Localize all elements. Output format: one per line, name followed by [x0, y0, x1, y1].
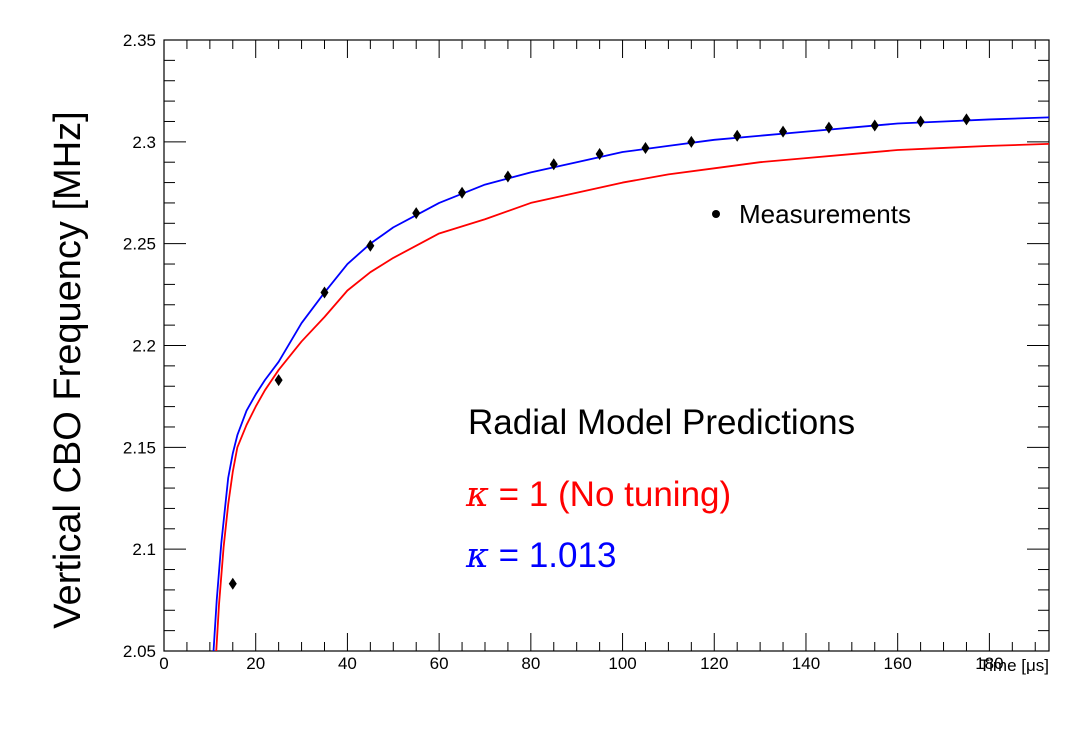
- measurement-point: [870, 119, 879, 132]
- measurement-point: [595, 148, 604, 161]
- x-axis-ticks: [163, 40, 1036, 651]
- measurement-point: [962, 113, 971, 126]
- measurement-point: [733, 129, 742, 142]
- prediction-curves: [212, 116, 1049, 651]
- y-tick-label: 2.05: [123, 642, 156, 661]
- annotation-title: Radial Model Predictions: [468, 403, 855, 442]
- x-tick-label: 100: [608, 654, 636, 673]
- x-axis-tick-labels: 0 20 40 60 80 100 120 140 160 180: [159, 654, 1003, 673]
- annotation-block: Radial Model Predictions κ = 1 (No tunin…: [465, 403, 855, 576]
- y-tick-label: 2.25: [123, 235, 156, 254]
- annotation-kappa-1: κ = 1 (No tuning): [465, 475, 731, 515]
- kappa-1013-text: = 1.013: [489, 536, 616, 575]
- y-axis-tick-labels: 2.05 2.1 2.15 2.2 2.25 2.3 2.35: [123, 31, 156, 661]
- measurement-point: [274, 374, 283, 387]
- measurement-point: [916, 115, 925, 128]
- measurement-point: [641, 141, 650, 154]
- measurement-point: [824, 121, 833, 134]
- x-tick-label: 80: [521, 654, 540, 673]
- legend: Measurements: [712, 199, 911, 229]
- annotation-kappa-1013: κ = 1.013: [465, 536, 616, 576]
- measurement-point: [366, 239, 375, 252]
- measurement-point: [503, 170, 512, 183]
- x-tick-label: 60: [430, 654, 449, 673]
- kappa-1013-curve: [212, 116, 1049, 651]
- x-tick-label: 180: [975, 654, 1003, 673]
- measurement-point: [412, 207, 421, 220]
- measurement-point: [687, 135, 696, 148]
- measurement-point: [458, 186, 467, 199]
- legend-label: Measurements: [739, 199, 911, 229]
- legend-marker: [712, 210, 720, 218]
- y-axis-ticks: [164, 39, 1049, 652]
- y-tick-label: 2.3: [132, 133, 156, 152]
- measurement-point: [779, 125, 788, 138]
- x-axis-label: Time [μs]: [979, 656, 1049, 675]
- kappa-1-text: = 1 (No tuning): [489, 475, 731, 514]
- y-tick-label: 2.1: [132, 540, 156, 559]
- x-tick-label: 120: [700, 654, 728, 673]
- x-tick-label: 0: [159, 654, 168, 673]
- kappa-symbol: κ: [465, 475, 489, 515]
- measurement-point: [549, 158, 558, 171]
- kappa-1-curve: [215, 142, 1049, 651]
- x-tick-label: 20: [246, 654, 265, 673]
- x-tick-label: 40: [338, 654, 357, 673]
- x-tick-label: 160: [883, 654, 911, 673]
- y-tick-label: 2.35: [123, 31, 156, 50]
- y-tick-label: 2.15: [123, 438, 156, 457]
- measurement-point: [228, 577, 237, 590]
- kappa-symbol: κ: [465, 536, 489, 576]
- measurement-points: [228, 113, 971, 590]
- plot-frame: [163, 39, 1050, 652]
- y-tick-label: 2.2: [132, 337, 156, 356]
- y-axis-label: Vertical CBO Frequency [MHz]: [47, 111, 89, 628]
- x-tick-label: 140: [792, 654, 820, 673]
- measurement-point: [320, 286, 329, 299]
